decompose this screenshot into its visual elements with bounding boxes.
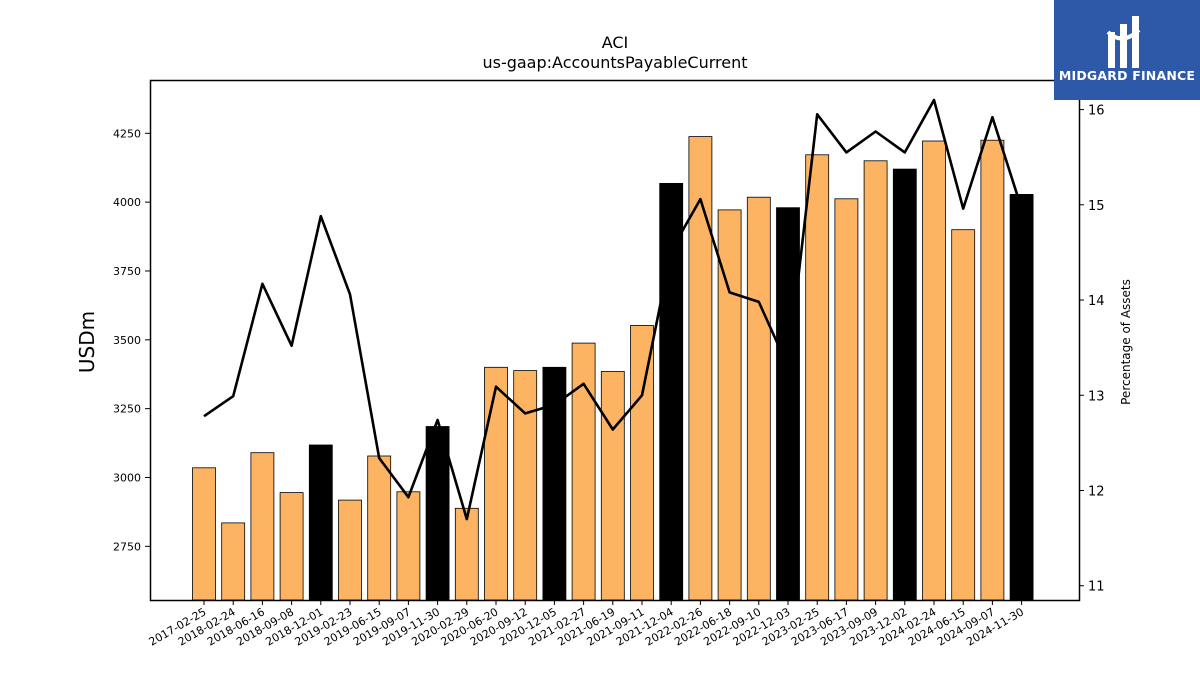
y2-axis-label: Percentage of Assets (1119, 279, 1133, 405)
brand-name: MIDGARD FINANCE (1058, 68, 1196, 83)
bar-2019-02-23 (338, 499, 362, 601)
y-axis-right: 11 12 13 14 15 16 (1079, 104, 1105, 595)
bar-2020-06-20 (484, 366, 508, 601)
bar-2024-02-24 (922, 140, 946, 601)
x-axis: 2017-02-252018-02-242018-06-162018-09-08… (147, 600, 1026, 649)
bar-2018-06-16 (250, 452, 275, 601)
bar-2019-11-30 (425, 426, 450, 601)
bar-2021-12-04 (659, 182, 684, 601)
bar-2018-09-08 (279, 492, 304, 601)
bar-2023-09-09 (863, 160, 888, 601)
bar-2022-12-03 (776, 207, 800, 601)
y-tick-label: 3500 (113, 334, 141, 347)
y-tick-label: 2750 (113, 540, 141, 553)
bar-2023-12-02 (892, 168, 917, 601)
line-series (203, 98, 1023, 521)
bar-2020-12-05 (542, 366, 567, 601)
bar-2021-09-11 (630, 325, 654, 601)
midgard-logo-icon (1106, 16, 1141, 68)
bar-2020-02-29 (454, 507, 479, 601)
bar-2023-06-17 (834, 198, 859, 601)
y2-tick-label: 15 (1088, 199, 1105, 214)
y-axis-left: 2750 3000 3250 3500 3750 4000 4250 (113, 127, 150, 553)
y2-tick-label: 11 (1088, 580, 1105, 595)
y2-tick-label: 16 (1088, 104, 1105, 119)
plot-frame (149, 79, 1081, 602)
bar-2021-06-19 (600, 371, 625, 601)
bar-2024-06-15 (951, 229, 976, 601)
bar-2017-02-25 (192, 467, 216, 601)
y2-tick-label: 12 (1088, 484, 1105, 499)
bar-2024-09-07 (980, 139, 1005, 601)
y-tick-label: 3250 (113, 403, 141, 416)
bar-2018-12-01 (308, 444, 333, 601)
bar-series (192, 136, 1034, 601)
y2-tick-label: 13 (1088, 389, 1105, 404)
chart-title: ACI (602, 33, 629, 52)
bar-2018-02-24 (221, 522, 246, 601)
bar-2019-06-15 (367, 455, 392, 601)
y2-tick-label: 14 (1088, 294, 1105, 309)
brand-logo: MIDGARD FINANCE (1054, 0, 1200, 100)
y-tick-label: 4250 (113, 127, 141, 140)
y-tick-label: 4000 (113, 196, 141, 209)
bar-2022-09-10 (746, 196, 771, 601)
bar-2024-11-30 (1009, 193, 1034, 601)
chart-subtitle: us-gaap:AccountsPayableCurrent (482, 53, 747, 72)
y-axis-label: USDm (75, 311, 99, 373)
bar-2023-02-25 (805, 154, 830, 601)
bar-2021-02-27 (571, 342, 596, 601)
bar-2022-02-26 (688, 136, 713, 601)
y-tick-label: 3000 (113, 471, 141, 484)
bar-2019-09-07 (396, 491, 421, 601)
y-tick-label: 3750 (113, 265, 141, 278)
